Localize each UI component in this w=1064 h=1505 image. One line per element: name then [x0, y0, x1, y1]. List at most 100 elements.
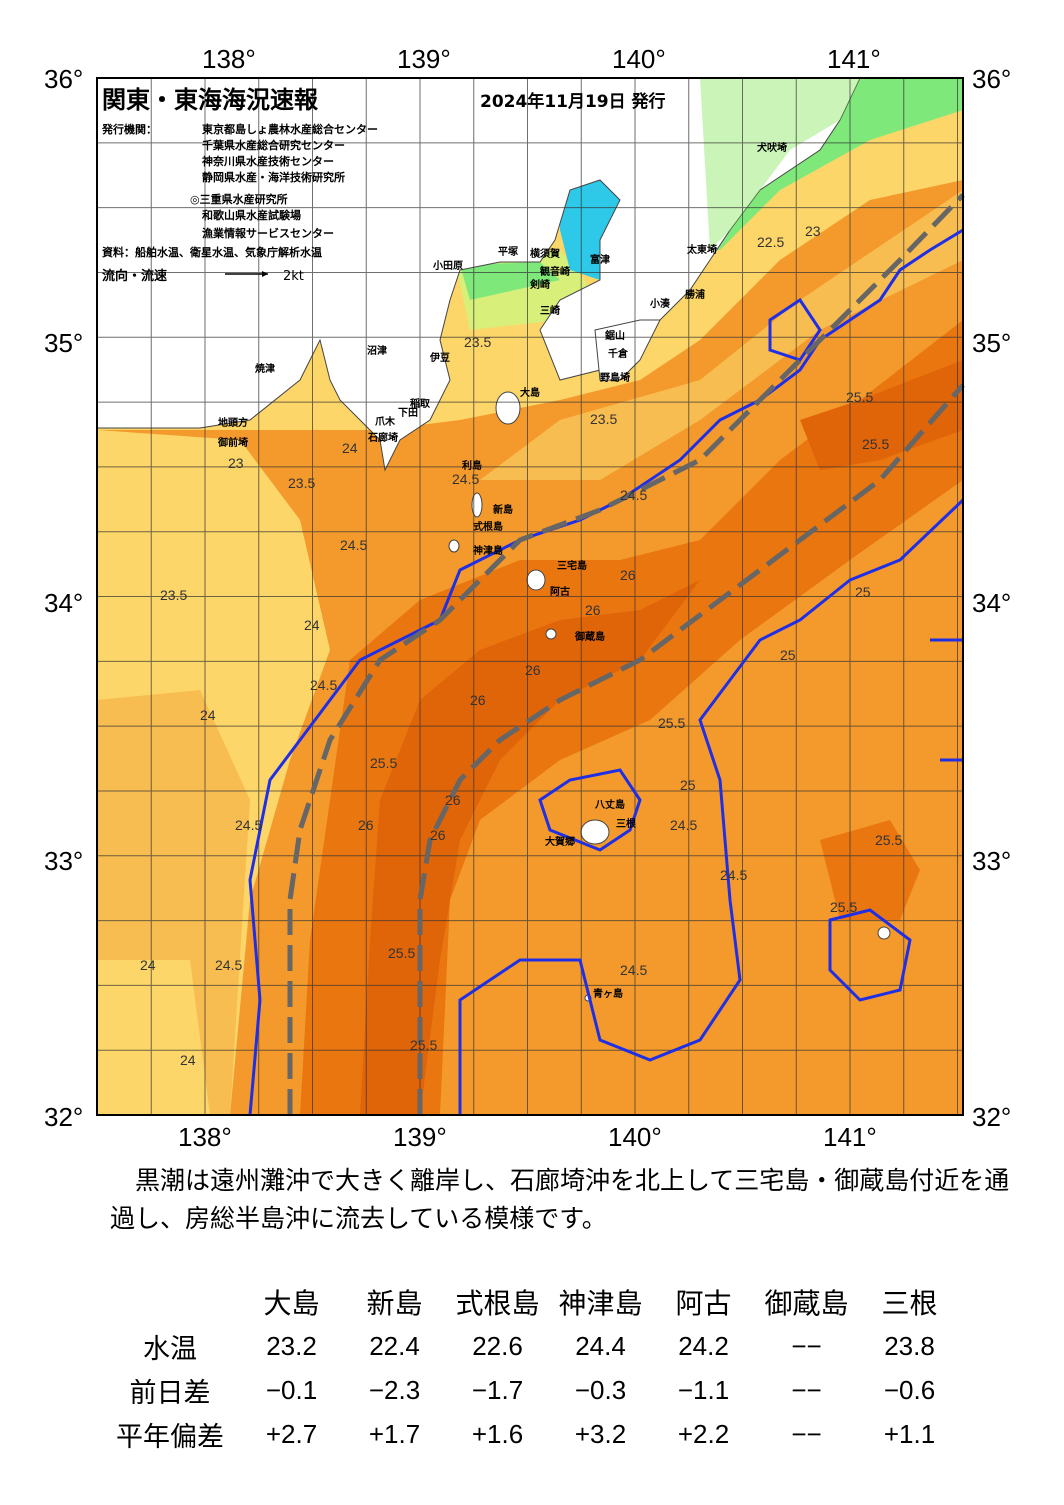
corner-cell [100, 1280, 240, 1324]
isotherm-label: 22.5 [757, 234, 784, 250]
table-cell: −− [791, 1418, 822, 1449]
place-label: 野島埼 [600, 371, 630, 384]
isotherm-label: 26 [620, 567, 636, 583]
lat-tick: 33° [44, 846, 83, 876]
lat-tick: 32° [972, 1102, 1011, 1132]
lon-ticks-top: 138° 139° 140° 141° [202, 44, 881, 74]
lat-tick: 32° [44, 1102, 83, 1132]
lon-tick: 139° [397, 44, 451, 74]
lat-tick: 36° [972, 64, 1011, 94]
issuer-label: 発行機関： [101, 122, 157, 136]
table-cell: −0.3 [574, 1374, 627, 1405]
isotherm-label: 24.5 [215, 957, 242, 973]
place-label: 鋸山 [605, 329, 625, 342]
place-label: 八丈島 [594, 798, 625, 811]
lon-tick: 141° [827, 44, 881, 74]
isotherm-label: 24.5 [720, 867, 747, 883]
isotherm-label: 25.5 [862, 436, 889, 452]
isotherm-label: 26 [430, 827, 446, 843]
issuer: ◎三重県水産研究所 [190, 192, 288, 206]
isotherm-label: 25.5 [830, 899, 857, 915]
sea-temperature-map: 138° 139° 140° 141° 138° 139° 140° 141° … [44, 44, 1011, 1152]
station-name: 神津島 [558, 1287, 643, 1320]
place-label: 小湊 [649, 297, 671, 310]
lat-tick: 35° [972, 328, 1011, 358]
table-row: 平年偏差 +2.7 +1.7 +1.6 +3.2 +2.2 −− +1.1 [100, 1412, 961, 1456]
isotherm-label: 24.5 [340, 537, 367, 553]
isotherm-label: 23 [805, 223, 821, 239]
isotherm-label: 23.5 [288, 475, 315, 491]
table-cell: −− [791, 1374, 822, 1405]
map-frame [96, 77, 964, 1116]
place-label: 利島 [462, 459, 482, 472]
miyakejima-island [526, 569, 546, 591]
table-cell: −2.3 [368, 1374, 421, 1405]
place-label: 三根 [616, 817, 636, 830]
lon-tick: 138° [202, 44, 256, 74]
lat-tick: 33° [972, 846, 1011, 876]
hachijojima-island [580, 819, 610, 845]
table-cell: −1.1 [677, 1374, 730, 1405]
place-label: 大賀郷 [545, 835, 575, 848]
graticule [97, 77, 963, 1116]
isotherm-label: 25.5 [875, 832, 902, 848]
map-title: 関東・東海海況速報 [102, 86, 319, 114]
table-row: 水温 23.2 22.4 22.6 24.4 24.2 −− 23.8 [100, 1324, 961, 1368]
isotherm-label: 24.5 [452, 471, 479, 487]
isotherm-label: 23.5 [464, 334, 491, 350]
row-label: 前日差 [129, 1377, 211, 1409]
issuer: 東京都島しょ農林水産総合センター [202, 122, 378, 136]
flow-legend-label: 流向・流速 [102, 268, 167, 284]
place-label: 観音崎 [540, 265, 570, 278]
table-cell: +1.1 [883, 1418, 936, 1449]
table-cell: 22.4 [369, 1330, 420, 1361]
isotherm-label: 26 [585, 602, 601, 618]
oshima-island [495, 391, 521, 425]
issue-date: 2024年11月19日 発行 [480, 91, 666, 112]
place-label: 三崎 [540, 304, 560, 317]
lat-tick: 35° [44, 328, 83, 358]
place-label: 青ヶ島 [593, 987, 623, 1000]
table-cell: +1.6 [471, 1418, 524, 1449]
isotherm-label: 23 [228, 455, 244, 471]
place-label: 焼津 [255, 362, 275, 375]
lat-ticks-right: 36° 35° 34° 33° 32° [972, 64, 1011, 1132]
summary-paragraph: 黒潮は遠州灘沖で大きく離岸し、石廊埼沖を北上して三宅島・御蔵島付近を通過し、房総… [110, 1166, 1010, 1233]
row-label: 水温 [143, 1333, 197, 1365]
place-label: 平塚 [498, 245, 518, 258]
isotherm-label: 24 [180, 1052, 196, 1068]
isotherm-label: 25 [680, 777, 696, 793]
isotherm-label: 26 [445, 792, 461, 808]
isotherm-label: 24.5 [670, 817, 697, 833]
lon-ticks-bottom: 138° 139° 140° 141° [178, 1122, 877, 1152]
lon-tick: 140° [608, 1122, 662, 1152]
place-label: 千倉 [608, 347, 629, 360]
issuer: 漁業情報サービスセンター [202, 226, 334, 240]
place-label: 三宅島 [557, 559, 587, 572]
isotherm-label: 26 [358, 817, 374, 833]
issuer: 静岡県水産・海洋技術研究所 [202, 170, 345, 184]
issuer: 千葉県水産総合研究センター [202, 138, 345, 152]
place-label: 式根島 [473, 520, 503, 533]
isotherm-label: 25.5 [410, 1037, 437, 1053]
place-label: 伊豆 [429, 351, 450, 364]
station-name: 御蔵島 [764, 1287, 849, 1320]
isotherm-label: 24.5 [235, 817, 262, 833]
table-cell: 23.2 [266, 1330, 317, 1361]
isotherm-label: 25 [855, 584, 871, 600]
lat-ticks-left: 36° 35° 34° 33° 32° [44, 64, 83, 1132]
isotherm-label: 24 [342, 440, 358, 456]
isotherm-label: 25.5 [658, 715, 685, 731]
kuroshio-axis [287, 193, 965, 1115]
table-cell: 24.4 [575, 1330, 626, 1361]
niijima-island [471, 492, 483, 518]
summary-text: 黒潮は遠州灘沖で大きく離岸し、石廊埼沖を北上して三宅島・御蔵島付近を通過し、房総… [110, 1162, 1010, 1238]
place-label: 横須賀 [530, 247, 560, 260]
place-labels: 犬吠埼 太東埼 勝浦 小湊 鋸山 千倉 野島埼 富津 横須賀 観音崎 剣崎 三崎… [217, 141, 787, 1000]
place-label: 御前埼 [217, 436, 248, 449]
kozushima-island [448, 539, 460, 553]
isotherm-label: 24.5 [620, 487, 647, 503]
table-cell: 24.2 [678, 1330, 729, 1361]
place-label: 勝浦 [685, 288, 705, 301]
lat-tick: 34° [972, 588, 1011, 618]
